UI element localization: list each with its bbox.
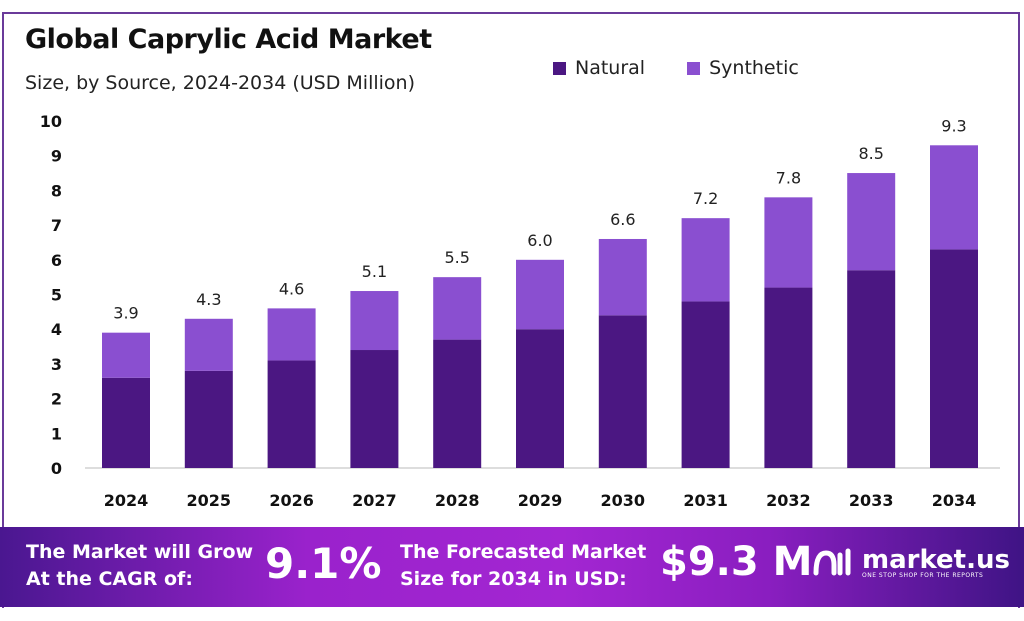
bar-synthetic <box>598 238 647 316</box>
legend: Natural Synthetic <box>553 57 799 79</box>
forecast-value: $9.3 M <box>660 539 813 585</box>
data-label: 7.8 <box>776 168 801 187</box>
data-label: 4.3 <box>196 290 221 309</box>
bar-natural <box>681 301 730 468</box>
y-tick-label: 10 <box>40 112 62 131</box>
bar-natural <box>433 339 482 468</box>
data-label: 8.5 <box>858 144 883 163</box>
cagr-value: 9.1% <box>265 539 382 588</box>
legend-label: Natural <box>575 57 646 79</box>
forecast-label: The Forecasted Market Size for 2034 in US… <box>400 539 646 593</box>
cagr-label-line: At the CAGR of: <box>26 568 193 590</box>
logo: market.us ONE STOP SHOP FOR THE REPORTS <box>812 547 1010 579</box>
y-tick-label: 5 <box>51 286 62 305</box>
x-tick-label: 2034 <box>932 491 977 510</box>
legend-swatch-natural <box>553 61 566 75</box>
cagr-label-line: The Market will Grow <box>26 541 254 563</box>
bar-synthetic <box>516 259 564 330</box>
x-tick-label: 2024 <box>104 491 149 510</box>
x-tick-label: 2030 <box>601 491 646 510</box>
data-label: 5.1 <box>362 262 387 281</box>
legend-item-natural: Natural <box>553 57 645 79</box>
bar-natural <box>930 249 978 468</box>
bar-natural <box>598 315 647 468</box>
data-label: 6.6 <box>610 210 635 229</box>
logo-name: market.us <box>862 544 1010 575</box>
y-tick-label: 1 <box>51 424 62 443</box>
data-label: 6.0 <box>527 231 552 250</box>
legend-label: Synthetic <box>709 57 799 79</box>
bar-synthetic <box>184 318 233 371</box>
x-tick-label: 2027 <box>352 491 397 510</box>
bar-chart: 0 1 2 3 4 5 6 7 8 9 10 3.9 2024 4.3 2025 4.6 2026 5.1 2027… <box>40 112 1000 510</box>
forecast-label-line: The Forecasted Market <box>400 541 647 563</box>
x-tick-label: 2028 <box>435 491 480 510</box>
x-tick-label: 2033 <box>849 491 894 510</box>
y-tick-label: 7 <box>51 216 62 235</box>
bar-synthetic <box>102 332 150 378</box>
summary-banner: The Market will Grow At the CAGR of: 9.1%… <box>0 527 1024 607</box>
bar-natural <box>764 287 813 468</box>
x-tick-label: 2026 <box>269 491 314 510</box>
bar-synthetic <box>681 218 730 302</box>
bar-natural <box>847 270 896 468</box>
bar-synthetic <box>350 291 399 351</box>
x-tick-label: 2032 <box>766 491 811 510</box>
y-tick-label: 2 <box>51 390 62 409</box>
x-tick-label: 2031 <box>683 491 728 510</box>
chart-title: Global Caprylic Acid Market <box>25 24 432 55</box>
data-label: 7.2 <box>693 189 718 208</box>
bar-synthetic <box>847 173 896 271</box>
data-label: 5.5 <box>444 248 469 267</box>
bar-natural <box>350 350 399 468</box>
x-tick-label: 2025 <box>187 491 232 510</box>
chart-subtitle: Size, by Source, 2024-2034 (USD Million) <box>25 72 416 94</box>
y-tick-label: 0 <box>51 459 62 478</box>
y-tick-label: 4 <box>51 320 62 339</box>
data-label: 3.9 <box>113 304 138 323</box>
y-tick-label: 8 <box>51 181 62 200</box>
y-tick-label: 9 <box>51 147 62 166</box>
bar-natural <box>184 370 233 468</box>
bar-synthetic <box>433 277 482 340</box>
bar-natural <box>516 329 564 468</box>
data-label: 9.3 <box>941 116 966 135</box>
bar-synthetic <box>764 197 813 288</box>
bar-natural <box>267 360 316 468</box>
chart-frame <box>2 12 1020 608</box>
bar-synthetic <box>267 308 316 361</box>
logo-icon <box>813 548 851 576</box>
forecast-label-line: Size for 2034 in USD: <box>400 568 627 590</box>
legend-swatch-synthetic <box>687 61 701 75</box>
y-tick-label: 3 <box>51 355 62 374</box>
cagr-label: The Market will Grow At the CAGR of: <box>26 539 253 593</box>
data-label: 4.6 <box>279 279 304 298</box>
bar-synthetic <box>930 145 978 250</box>
logo-tagline: ONE STOP SHOP FOR THE REPORTS <box>862 571 984 579</box>
legend-item-synthetic: Synthetic <box>687 57 799 79</box>
y-tick-label: 6 <box>51 251 62 270</box>
x-tick-label: 2029 <box>518 491 563 510</box>
bar-natural <box>102 377 150 468</box>
